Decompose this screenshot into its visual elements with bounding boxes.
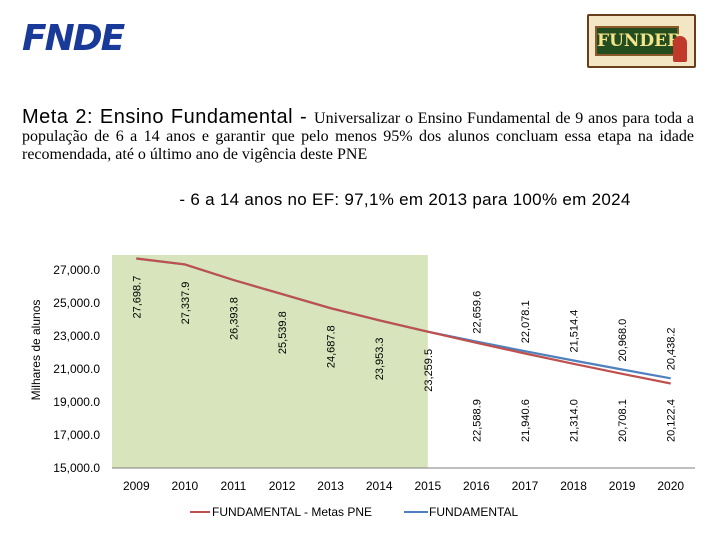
- fundeb-logo: FUNDEB: [587, 14, 696, 68]
- x-tick-label: 2017: [512, 479, 539, 493]
- y-tick-label: 17,000.0: [53, 428, 100, 442]
- chart-subtitle: - 6 a 14 anos no EF: 97,1% em 2013 para …: [179, 190, 631, 209]
- data-label: 21,314.0: [569, 399, 581, 442]
- data-label: 26,393.8: [228, 297, 240, 340]
- x-tick-label: 2019: [609, 479, 636, 493]
- x-tick-label: 2011: [221, 479, 247, 493]
- data-label: 20,968.0: [617, 319, 629, 362]
- x-tick-label: 2009: [123, 479, 150, 493]
- goal-description: Universalizar o Ensino Fundamental de 9 …: [22, 110, 695, 163]
- data-label: 20,438.2: [666, 327, 678, 370]
- data-label: 21,514.4: [569, 310, 581, 353]
- x-tick-label: 2020: [657, 479, 684, 493]
- y-axis-label: Milhares de alunos: [29, 300, 43, 401]
- data-label: 22,659.6: [471, 291, 483, 334]
- x-tick-label: 2016: [463, 479, 490, 493]
- data-label: 20,122.4: [666, 399, 678, 442]
- goal-title-separator: -: [293, 106, 315, 128]
- data-label: 22,078.1: [520, 300, 532, 343]
- y-tick-label: 21,000.0: [53, 362, 100, 376]
- data-label: 22,588.9: [471, 399, 483, 442]
- data-label: 23,953.3: [374, 337, 386, 380]
- fundeb-logo-text: FUNDEB: [595, 26, 682, 56]
- data-label: 27,337.9: [180, 282, 192, 325]
- y-tick-label: 23,000.0: [53, 329, 100, 343]
- x-tick-label: 2013: [317, 479, 344, 493]
- legend-label-fundamental: FUNDAMENTAL: [429, 505, 518, 519]
- y-tick-label: 15,000.0: [53, 461, 100, 475]
- y-tick-label: 25,000.0: [53, 296, 100, 310]
- data-label: 27,698.7: [131, 276, 143, 319]
- x-tick-label: 2015: [414, 479, 441, 493]
- data-label: 25,539.8: [277, 311, 289, 354]
- legend-label-metas-pne: FUNDAMENTAL - Metas PNE: [212, 505, 372, 519]
- y-tick-label: 27,000.0: [53, 263, 100, 277]
- goal-title-block: Meta 2: Ensino Fundamental - Universaliz…: [22, 106, 695, 164]
- fundeb-mascot-icon: [673, 36, 687, 62]
- x-tick-label: 2010: [172, 479, 199, 493]
- x-tick-label: 2014: [366, 479, 393, 493]
- y-tick-label: 19,000.0: [53, 395, 100, 409]
- x-tick-label: 2018: [560, 479, 587, 493]
- data-label: 23,259.5: [423, 349, 435, 392]
- data-label: 20,708.1: [617, 399, 629, 442]
- data-label: 21,940.6: [520, 399, 532, 442]
- series-line-metas-pne: [136, 257, 671, 385]
- x-tick-label: 2012: [269, 479, 296, 493]
- data-label: 24,687.8: [326, 325, 338, 368]
- goal-title: Meta 2: Ensino Fundamental: [22, 106, 294, 128]
- fnde-logo: FNDE: [22, 18, 125, 59]
